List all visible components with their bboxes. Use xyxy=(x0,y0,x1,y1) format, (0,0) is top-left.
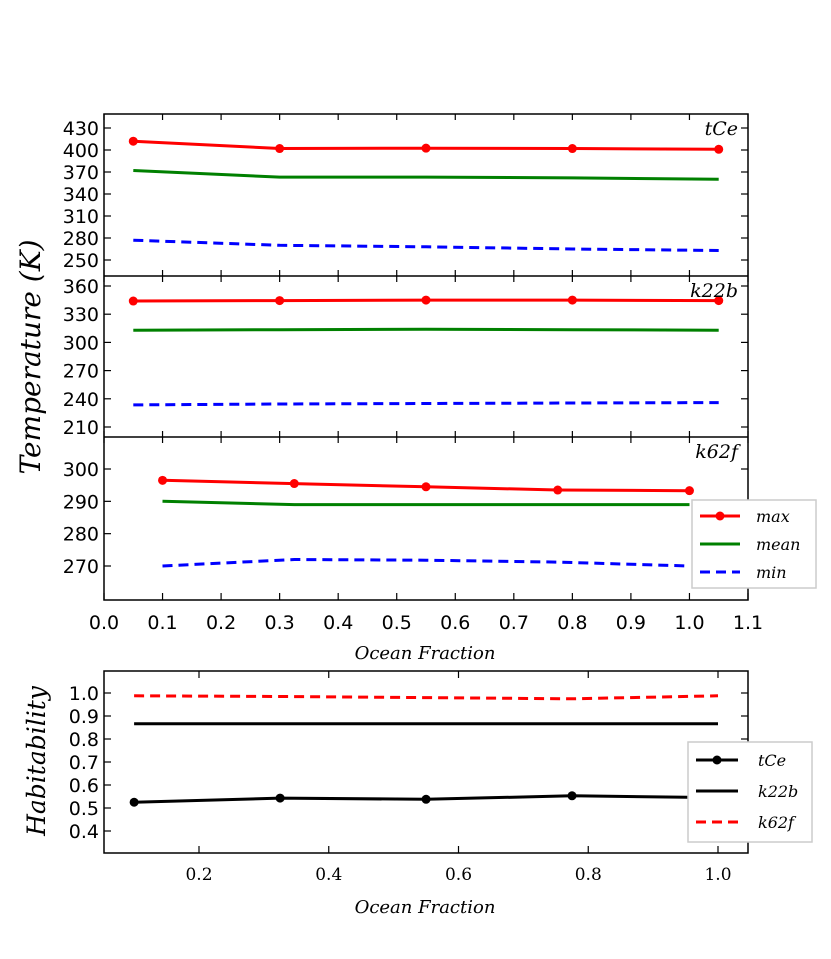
panel-k62f-ytick-label: 270 xyxy=(63,556,99,578)
legend-tCe-marker xyxy=(712,755,722,765)
panel-habitability-xtick-label: 0.4 xyxy=(315,865,342,885)
xtick-label: 0.9 xyxy=(616,612,646,634)
panel-k22b-series-mean-line xyxy=(133,327,719,332)
panel-k22b-series-max-point xyxy=(421,295,431,305)
panel-tCe-ytick-label: 370 xyxy=(63,162,99,184)
panel-k62f-series-max-point xyxy=(553,485,563,495)
panel-tCe-series-max-point xyxy=(421,143,431,153)
panel-k22b-ytick-label: 330 xyxy=(63,304,99,326)
panel-k62f-series-max-point xyxy=(158,475,168,485)
xtick-label: 0.2 xyxy=(206,612,236,634)
panel-habitability-series-tCe-point xyxy=(129,797,139,807)
panel-tCe-series-max-point xyxy=(567,144,577,154)
panel-habitability-xtick-label: 0.6 xyxy=(445,865,472,885)
panel-k62f-ytick-label: 300 xyxy=(63,459,99,481)
legend-min-label: min xyxy=(756,563,787,582)
legend-k22b-label: k22b xyxy=(758,782,798,801)
xtick-label: 0.7 xyxy=(499,612,529,634)
panel-k22b-series-max-point xyxy=(567,295,577,305)
panel-k22b-ytick-label: 210 xyxy=(63,417,99,439)
legend-max-marker xyxy=(715,511,725,521)
panel-tCe-series-max-point xyxy=(128,136,138,146)
panel-tCe-series-mean-line xyxy=(133,169,719,181)
panel-k62f-ytick-label: 290 xyxy=(63,491,99,513)
panel-habitability-xtick-label: 1.0 xyxy=(704,865,731,885)
panel-k22b-series-min-line xyxy=(133,401,719,407)
panel-k62f-series-max-point xyxy=(421,482,431,492)
xtick-label: 0.1 xyxy=(147,612,177,634)
panel-tCe-series-min-line xyxy=(133,238,719,252)
panel-k62f-annotation: k62f xyxy=(695,441,741,463)
xtick-label: 0.0 xyxy=(89,612,119,634)
panel-habitability-ytick-label: 0.6 xyxy=(69,775,99,797)
xtick-label: 0.3 xyxy=(265,612,295,634)
panel-tCe-ytick-label: 340 xyxy=(63,184,99,206)
panel-habitability-ytick-label: 0.7 xyxy=(69,752,99,774)
panel-k22b-ytick-label: 240 xyxy=(63,389,99,411)
panel-habitability-ytick-label: 1.0 xyxy=(69,683,99,705)
xtick-label: 0.6 xyxy=(440,612,470,634)
legend-max-label: max xyxy=(756,507,790,526)
panel-k62f-series-max-point xyxy=(289,479,299,489)
panel-tCe-annotation: tCe xyxy=(705,118,738,140)
panel-k22b-ytick-label: 270 xyxy=(63,361,99,383)
panel-tCe-ytick-label: 280 xyxy=(63,228,99,250)
panel-k62f-series-max-point xyxy=(684,486,694,496)
panel-habitability-series-tCe-point xyxy=(275,793,285,803)
xtick-label: 1.0 xyxy=(674,612,704,634)
xtick-label: 0.5 xyxy=(382,612,412,634)
xtick-label: 0.8 xyxy=(557,612,587,634)
panel-k22b-series-max-point xyxy=(714,296,724,306)
temperature-panels-frame xyxy=(103,113,749,601)
panel-k22b-ytick-label: 360 xyxy=(63,276,99,298)
panel-k22b-series-max-point xyxy=(275,296,285,306)
panel-tCe-ytick-label: 400 xyxy=(63,140,99,162)
panel-k62f-series-min-line xyxy=(162,557,690,568)
panel-habitability-xlabel: Ocean Fraction xyxy=(355,897,496,918)
panel-tCe-ytick-label: 430 xyxy=(63,118,99,140)
xtick-label: 0.4 xyxy=(323,612,353,634)
panel-habitability-ytick-label: 0.9 xyxy=(69,706,99,728)
panel-k22b-ytick-label: 300 xyxy=(63,332,99,354)
panel-k62f-ytick-label: 280 xyxy=(63,524,99,546)
panel-habitability-series-k62f-line xyxy=(134,694,719,701)
xtick-label: 1.1 xyxy=(733,612,763,634)
panel-tCe-series-max-point xyxy=(275,144,285,154)
panel-tCe-ytick-label: 310 xyxy=(63,206,99,228)
panel-habitability-xtick-label: 0.2 xyxy=(185,865,212,885)
panel-habitability-xtick-label: 0.8 xyxy=(575,865,602,885)
panel-tCe-ytick-label: 250 xyxy=(63,250,99,272)
legend-mean-label: mean xyxy=(756,535,800,554)
panel-k22b-annotation: k22b xyxy=(690,280,738,302)
panel-habitability-series-tCe-point xyxy=(421,794,431,804)
panel-habitability-ylabel: Habitability xyxy=(22,685,51,837)
temperature-xlabel: Ocean Fraction xyxy=(355,643,496,664)
panel-k22b-series-max-point xyxy=(128,296,138,306)
panel-k62f-series-mean-line xyxy=(162,499,690,507)
panel-tCe-series-max-point xyxy=(714,144,724,154)
legend-tCe-label: tCe xyxy=(758,751,786,770)
temperature-ylabel: Temperature (K) xyxy=(14,239,47,474)
panel-habitability-ytick-label: 0.4 xyxy=(69,821,99,843)
panel-habitability-ytick-label: 0.5 xyxy=(69,798,99,820)
panel-habitability-series-tCe-point xyxy=(567,791,577,801)
panel-habitability-ytick-label: 0.8 xyxy=(69,729,99,751)
legend-k62f-label: k62f xyxy=(758,813,797,832)
